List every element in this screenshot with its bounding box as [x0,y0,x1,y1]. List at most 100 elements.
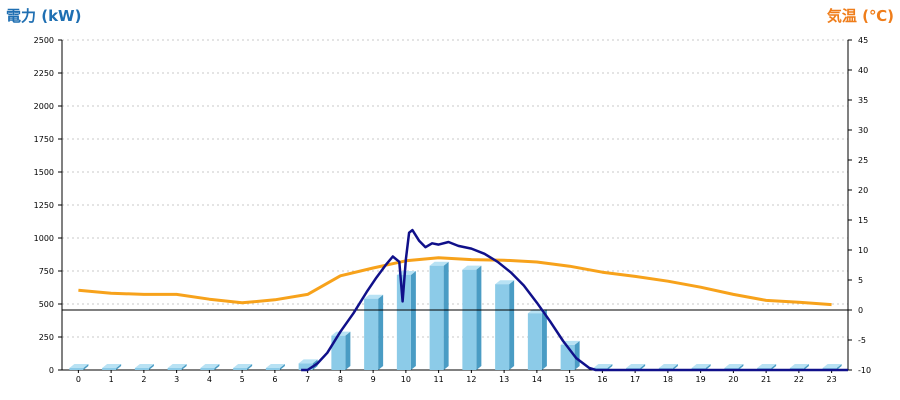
bar-side [443,261,449,370]
bar-side [181,364,187,370]
bar [265,364,285,370]
x-tick-label: 17 [630,375,640,384]
bar-top [298,359,318,364]
y-right-tick-label: 35 [858,96,868,105]
x-tick-label: 10 [401,375,411,384]
bar-side [574,340,580,370]
bar-top [724,364,744,368]
bar-side [541,309,547,370]
bar-side [672,364,678,370]
y-left-tick-label: 1250 [34,201,54,210]
y-left-tick-label: 500 [39,300,54,309]
y-right-tick-label: 5 [858,276,863,285]
bar [167,364,187,370]
bar-side [345,331,351,370]
bar-top [593,364,613,368]
bar [495,280,515,370]
x-tick-label: 5 [240,375,245,384]
x-tick-label: 4 [207,375,212,384]
x-tick-label: 22 [794,375,804,384]
y-right-tick-label: 10 [858,246,868,255]
bar-front [495,284,510,370]
bar-side [378,294,384,370]
y-right-tick-label: 0 [858,306,863,315]
bar-front [69,368,84,370]
bar-front [396,274,411,370]
bar-front [331,335,346,370]
left-axis-title: 電力 (kW) [6,7,82,25]
bar-front [134,368,149,370]
x-tick-label: 13 [499,375,509,384]
x-tick-label: 18 [663,375,673,384]
bar-top [364,294,384,299]
bar [233,364,253,370]
x-tick-label: 7 [305,375,310,384]
bar-front [462,269,477,370]
x-tick-label: 15 [565,375,575,384]
x-tick-label: 23 [827,375,837,384]
bar [429,261,449,370]
x-tick-label: 12 [466,375,476,384]
bar-front [364,298,379,370]
x-tick-label: 1 [109,375,114,384]
y-left-tick-label: 750 [39,267,54,276]
bar-top [134,364,154,368]
bar-top [167,364,187,368]
bar-front [167,368,182,370]
bar-side [771,364,777,370]
bar-top [102,364,122,368]
bar-top [69,364,89,368]
bar-side [83,364,89,370]
bar-side [148,364,154,370]
bar-side [738,364,744,370]
bar [396,270,416,370]
bar-top [822,364,842,368]
bar-top [626,364,646,368]
bar-top [658,364,678,368]
y-right-tick-label: 15 [858,216,868,225]
bar [462,265,482,370]
bar [69,364,89,370]
bar-top [200,364,220,368]
y-left-tick-label: 0 [49,366,54,375]
bar-side [836,364,842,370]
y-right-tick-label: 20 [858,186,868,195]
y-right-tick-label: 25 [858,156,868,165]
y-left-tick-label: 250 [39,333,54,342]
bar-front [298,363,313,370]
y-left-tick-label: 2500 [34,36,54,45]
bar-top [691,364,711,368]
bar-top [331,331,351,336]
bar-side [279,364,285,370]
bar-side [410,270,416,370]
bar-side [476,265,482,370]
bar-side [705,364,711,370]
y-left-tick-label: 1500 [34,168,54,177]
x-tick-label: 3 [174,375,179,384]
bar [560,340,580,370]
bar-top [233,364,253,368]
bar-side [247,364,253,370]
x-tick-label: 9 [371,375,376,384]
bar-top [789,364,809,368]
y-left-tick-label: 2250 [34,69,54,78]
y-right-tick-label: -5 [858,336,866,345]
bar [364,294,384,370]
y-right-tick-label: 45 [858,36,868,45]
bar-front [527,313,542,370]
bar [134,364,154,370]
temperature-line [78,256,832,307]
bar-front [200,368,215,370]
bar-side [803,364,809,370]
bar-side [509,280,515,370]
power-line [301,228,848,372]
bar-top [265,364,285,368]
bar-top [429,261,449,266]
x-tick-label: 11 [434,375,444,384]
bar [200,364,220,370]
y-right-tick-label: 30 [858,126,868,135]
y-left-tick-label: 1750 [34,135,54,144]
bar [102,364,122,370]
